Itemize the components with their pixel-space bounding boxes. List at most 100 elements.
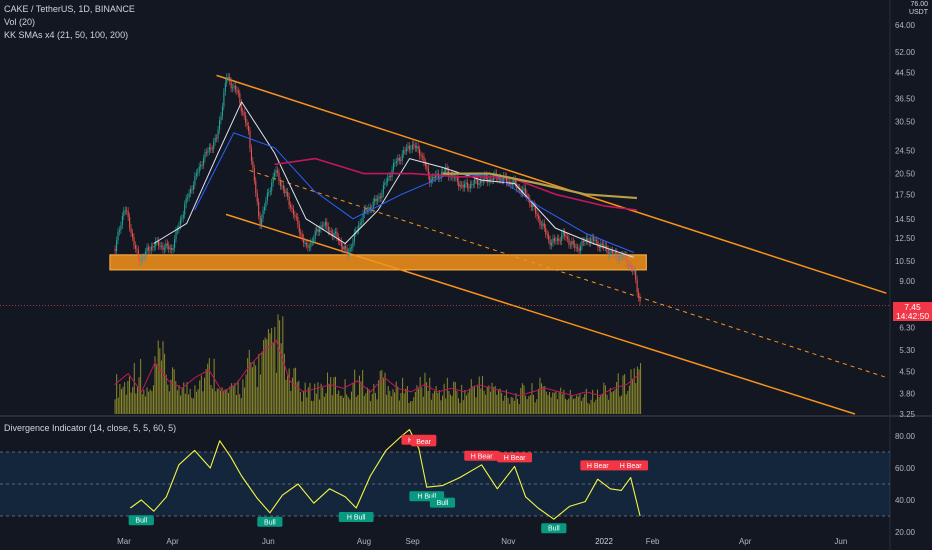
candle-body [593,237,595,241]
candle-body [481,180,483,182]
volume-bar [531,383,533,414]
candle-body [551,242,553,246]
candle-body [630,265,632,269]
candle-body [535,206,537,214]
volume-bar [266,339,268,414]
candle-body [421,156,424,158]
volume-bar [561,394,563,414]
candle-body [617,256,619,261]
time-axis-label: Aug [357,537,371,546]
volume-bar [601,394,603,414]
volume-bar [422,396,424,414]
candle-body [536,213,538,217]
volume-bar [552,392,554,414]
candle-body [461,184,463,186]
candle-body [146,247,148,252]
volume-bar [146,387,148,414]
volume-bar [577,396,579,414]
candle-body [118,230,121,232]
candle-body [540,224,542,226]
volume-bar [184,393,186,414]
candle-body [390,176,392,177]
candle-body [165,243,167,249]
candle-body [511,183,513,186]
volume-bar [612,391,614,414]
time-axis-label: Mar [117,537,131,546]
volume-bar [491,382,493,414]
candle-body [218,120,221,130]
volume-bar [212,388,214,414]
candle-body [423,156,425,163]
volume-bar [125,394,127,414]
candle-body [604,245,606,248]
volume-bar [560,387,562,414]
volume-bar [619,396,621,414]
candle-body [210,147,212,150]
volume-bar [282,316,284,414]
candle-body [246,122,248,126]
candle-body [474,179,476,184]
volume-bar [175,381,177,414]
time-axis-label: Apr [739,537,752,546]
volume-bar [311,400,313,414]
candle-body [311,241,313,242]
candle-body [253,168,255,181]
candle-body [362,213,364,222]
volume-bar [285,379,287,414]
bar-countdown-label: 14:42:50 [895,311,930,321]
candle-body [269,190,271,193]
candle-body [278,172,280,182]
channel-midline [249,169,887,378]
candle-body [392,162,395,171]
candle-body [153,246,155,248]
candle-body [245,115,247,123]
candle-body [574,243,576,248]
volume-bar [376,399,378,414]
candle-body [379,196,382,198]
candle-body [374,198,376,202]
candle-body [609,253,611,256]
volume-bar [119,384,121,414]
candle-body [324,222,326,226]
candle-body [295,216,297,218]
volume-bar [164,353,166,414]
sma-legend[interactable]: KK SMAs x4 (21, 50, 100, 200) [4,30,129,40]
volume-bar [515,393,517,414]
volume-bar [572,399,574,414]
volume-bar [440,400,442,414]
volume-bar [205,369,207,414]
candle-body [339,240,341,242]
volume-bar [451,396,453,414]
volume-bar [557,399,559,414]
volume-bar [382,378,384,414]
volume-bar [596,389,598,414]
volume-bar [287,375,289,414]
volume-bar [493,387,495,414]
volume-bar [579,393,581,414]
volume-bar [319,399,321,414]
candle-body [606,245,608,250]
volume-bar [136,386,138,414]
volume-bar [130,392,132,414]
volume-bar [488,385,490,414]
volume-bar [159,348,161,414]
volume-legend[interactable]: Vol (20) [4,17,36,27]
divergence-indicator-legend[interactable]: Divergence Indicator (14, close, 5, 5, 6… [4,423,177,433]
volume-bar [152,385,154,414]
candle-body [633,270,635,272]
volume-bar [635,383,637,414]
candle-body [384,182,386,185]
candle-body [249,130,251,149]
volume-bar [216,388,218,414]
candle-body [465,182,467,185]
symbol-legend[interactable]: CAKE / TetherUS, 1D, BINANCE [4,4,135,14]
volume-bar [210,384,212,414]
volume-bar [555,391,557,414]
candle-body [282,185,284,190]
candle-body [262,210,264,219]
candle-body [464,184,466,188]
bear-label-text: H Bear [504,455,526,462]
candle-body [569,244,571,246]
volume-bar [395,381,397,414]
